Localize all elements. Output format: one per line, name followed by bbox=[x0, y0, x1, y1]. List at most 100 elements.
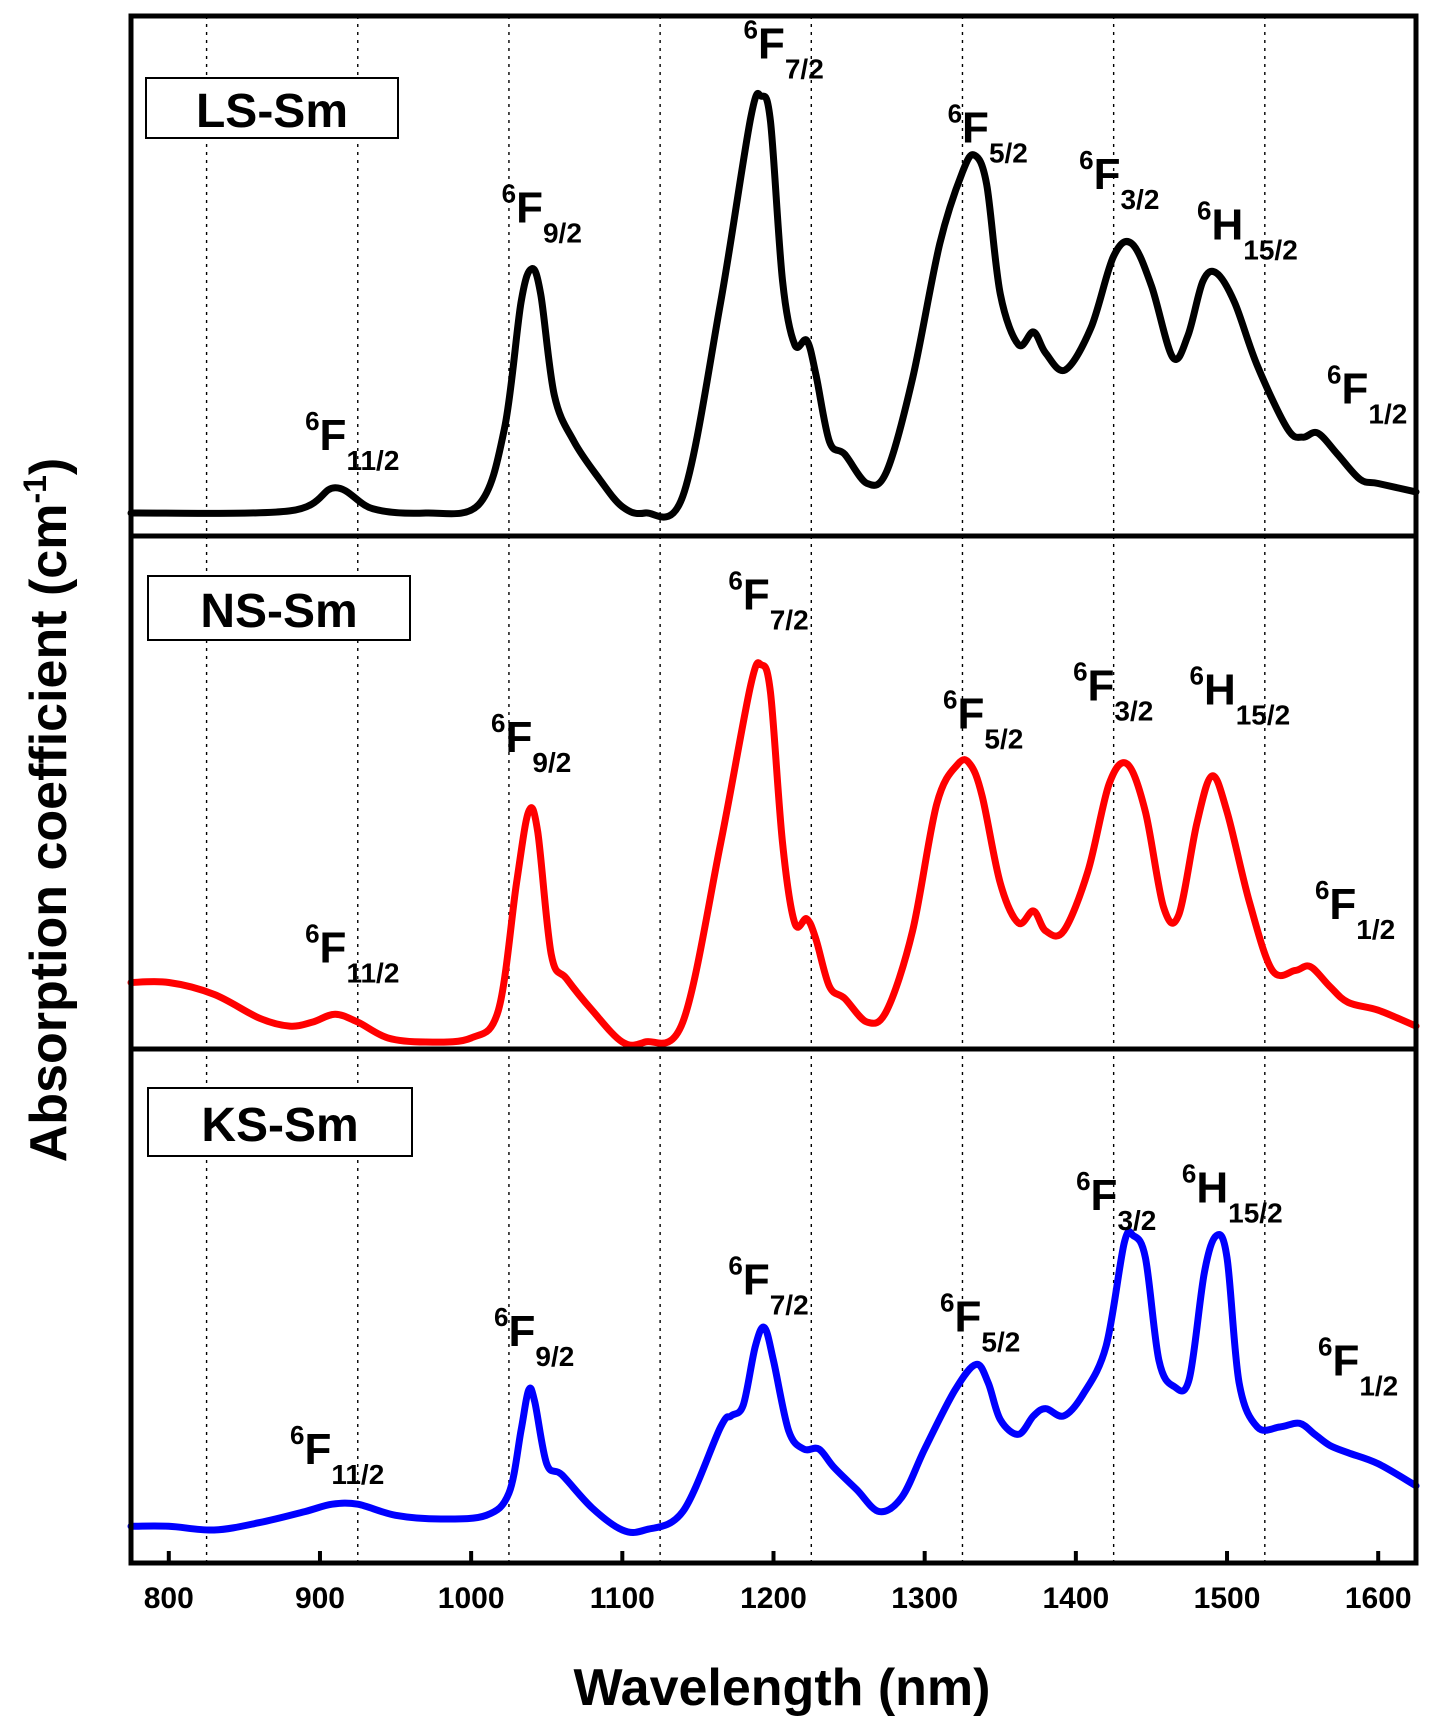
transition-label-superscript: 6 bbox=[940, 1287, 954, 1317]
transition-label: 6F5/2 bbox=[943, 684, 1023, 754]
transition-label-superscript: 6 bbox=[948, 99, 962, 129]
transition-label-superscript: 6 bbox=[943, 684, 957, 714]
transition-label: 6F11/2 bbox=[305, 406, 399, 476]
transition-label: 6F11/2 bbox=[290, 1420, 384, 1490]
transition-label-term: H bbox=[1196, 1163, 1228, 1212]
transition-label-term: F bbox=[304, 1425, 331, 1474]
transition-label-subscript: 5/2 bbox=[984, 723, 1023, 754]
transition-label-superscript: 6 bbox=[744, 14, 758, 44]
panel-label: NS-Sm bbox=[200, 585, 357, 638]
transition-label-superscript: 6 bbox=[305, 919, 319, 949]
transition-label-term: F bbox=[954, 1292, 981, 1341]
spectrum-line-ks-sm bbox=[127, 1227, 1420, 1537]
transition-label-superscript: 6 bbox=[1189, 661, 1203, 691]
transition-label-subscript: 15/2 bbox=[1236, 700, 1291, 731]
x-axis-title: Wavelength (nm) bbox=[574, 1659, 991, 1717]
transition-label-subscript: 3/2 bbox=[1120, 184, 1159, 215]
transition-label-subscript: 11/2 bbox=[346, 445, 399, 476]
transition-label-superscript: 6 bbox=[1327, 360, 1341, 390]
x-tick-label: 1100 bbox=[590, 1582, 655, 1615]
transition-label-subscript: 5/2 bbox=[989, 138, 1028, 169]
y-axis-title-main: Absorption coefficient (cm bbox=[20, 504, 78, 1163]
transition-label-subscript: 9/2 bbox=[532, 747, 571, 778]
transition-label-subscript: 5/2 bbox=[981, 1326, 1020, 1357]
x-tick-label: 1600 bbox=[1345, 1582, 1412, 1615]
transition-label-term: F bbox=[1332, 1336, 1359, 1385]
transition-label-superscript: 6 bbox=[1073, 657, 1087, 687]
spectrum-line-ls-sm bbox=[127, 89, 1420, 521]
transition-label: 6F1/2 bbox=[1315, 875, 1395, 945]
transition-label: 6F9/2 bbox=[502, 179, 582, 249]
panel-label-box bbox=[145, 77, 399, 139]
transition-label-subscript: 1/2 bbox=[1368, 399, 1407, 430]
transition-label: 6F1/2 bbox=[1318, 1331, 1398, 1401]
transition-label-term: F bbox=[758, 19, 785, 68]
transition-label-superscript: 6 bbox=[1197, 195, 1211, 225]
transition-label-superscript: 6 bbox=[290, 1420, 304, 1450]
transition-label-term: F bbox=[958, 689, 985, 738]
transition-label-superscript: 6 bbox=[494, 1302, 508, 1332]
transition-label-term: F bbox=[743, 1255, 770, 1304]
panel-labels: LS-Sm NS-Sm KS-Sm bbox=[145, 77, 413, 1157]
transition-label-subscript: 7/2 bbox=[770, 1289, 809, 1320]
x-tick-label: 1000 bbox=[438, 1582, 505, 1615]
transition-label-term: F bbox=[1094, 150, 1121, 199]
transition-label-term: F bbox=[1342, 365, 1369, 414]
transition-label: 6F7/2 bbox=[728, 1250, 808, 1320]
transition-label: 6F11/2 bbox=[305, 919, 399, 989]
transition-label-subscript: 1/2 bbox=[1359, 1370, 1398, 1401]
transition-label: 6F5/2 bbox=[948, 99, 1028, 169]
transition-label-term: F bbox=[506, 713, 533, 762]
x-tick-label: 1300 bbox=[891, 1582, 958, 1615]
x-tick-label: 1400 bbox=[1042, 1582, 1109, 1615]
transition-label-term: F bbox=[516, 184, 543, 233]
transition-label-subscript: 3/2 bbox=[1117, 1205, 1156, 1236]
transition-label-term: F bbox=[1091, 1171, 1118, 1220]
transition-label: 6F3/2 bbox=[1073, 657, 1153, 727]
transition-label-subscript: 7/2 bbox=[785, 53, 824, 84]
transition-label-term: F bbox=[1088, 662, 1115, 711]
transition-label-term: F bbox=[1329, 880, 1356, 929]
transition-label-subscript: 15/2 bbox=[1228, 1197, 1283, 1228]
transition-label-superscript: 6 bbox=[491, 708, 505, 738]
x-tick-label: 1500 bbox=[1194, 1582, 1261, 1615]
transition-label-subscript: 11/2 bbox=[346, 958, 399, 989]
y-axis-title: Absorption coefficient (cm-1) bbox=[17, 458, 78, 1163]
transition-label: 6H15/2 bbox=[1182, 1158, 1283, 1228]
transition-label-subscript: 11/2 bbox=[331, 1459, 384, 1490]
transition-label-subscript: 9/2 bbox=[543, 218, 582, 249]
transition-label-subscript: 3/2 bbox=[1114, 696, 1153, 727]
panel-label-box bbox=[147, 575, 411, 641]
transition-label-term: F bbox=[743, 570, 770, 619]
x-tick-label: 1200 bbox=[740, 1582, 807, 1615]
transition-label-superscript: 6 bbox=[502, 179, 516, 209]
transition-label: 6F5/2 bbox=[940, 1287, 1020, 1357]
transition-label-subscript: 7/2 bbox=[770, 604, 809, 635]
y-axis-title-superscript: -1 bbox=[17, 475, 53, 503]
panel-label: LS-Sm bbox=[196, 85, 348, 138]
transition-label-subscript: 15/2 bbox=[1243, 234, 1298, 265]
panel-label: KS-Sm bbox=[201, 1099, 358, 1152]
y-axis-title-close: ) bbox=[20, 458, 78, 475]
transition-label-term: H bbox=[1204, 666, 1236, 715]
transition-label-superscript: 6 bbox=[1318, 1331, 1332, 1361]
panel-label-box bbox=[147, 1087, 413, 1157]
transition-label-subscript: 9/2 bbox=[535, 1341, 574, 1372]
transition-label-term: F bbox=[320, 411, 347, 460]
x-axis: 800 900 1000 1100 1200 1300 1400 1500 1600 bbox=[144, 1551, 1412, 1615]
transition-label-superscript: 6 bbox=[1182, 1158, 1196, 1188]
transition-label-superscript: 6 bbox=[1076, 1166, 1090, 1196]
transition-label: 6F3/2 bbox=[1076, 1166, 1156, 1236]
transition-label: 6F3/2 bbox=[1079, 145, 1159, 215]
transition-label: 6F7/2 bbox=[744, 14, 824, 84]
spectra bbox=[127, 89, 1420, 1537]
transition-label-term: F bbox=[962, 104, 989, 153]
transition-label: 6F9/2 bbox=[491, 708, 571, 778]
transition-label-superscript: 6 bbox=[728, 1250, 742, 1280]
transition-label-superscript: 6 bbox=[1079, 145, 1093, 175]
transition-label-superscript: 6 bbox=[1315, 875, 1329, 905]
transition-label: 6F7/2 bbox=[728, 565, 808, 635]
transition-label-term: F bbox=[320, 924, 347, 973]
